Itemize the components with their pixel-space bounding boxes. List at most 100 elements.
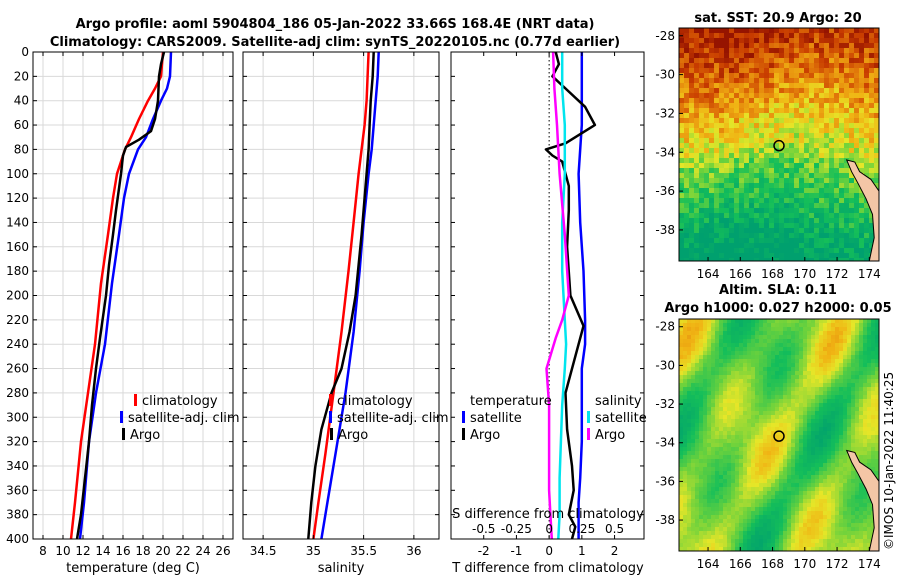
map-cell: [714, 133, 720, 139]
map-cell: [769, 158, 775, 164]
map-cell: [871, 391, 876, 396]
map-cell: [815, 471, 820, 476]
map-cell: [854, 93, 860, 99]
map-cell: [839, 379, 844, 384]
map-cell: [859, 253, 865, 259]
map-cell: [869, 53, 875, 59]
map-cell: [871, 431, 876, 436]
map-cell: [724, 103, 730, 109]
map-cell: [699, 173, 705, 179]
map-cell: [819, 483, 824, 488]
map-cell: [864, 218, 870, 224]
map-cell: [874, 58, 879, 64]
map-cell: [719, 343, 724, 348]
map-cell: [771, 463, 776, 468]
map-cell: [679, 168, 685, 174]
map-cell: [714, 218, 720, 224]
map-cell: [875, 339, 879, 344]
map-cell: [854, 188, 860, 194]
map-cell: [814, 238, 820, 244]
map-cell: [711, 403, 716, 408]
map-cell: [843, 431, 848, 436]
map-cell: [787, 447, 792, 452]
map-cell: [795, 339, 800, 344]
map-cell: [787, 327, 792, 332]
map-cell: [751, 495, 756, 500]
map-cell: [684, 243, 690, 249]
map-cell: [787, 323, 792, 328]
map-cell: [755, 359, 760, 364]
map-cell: [695, 471, 700, 476]
map-cell: [839, 359, 844, 364]
map-cell: [807, 423, 812, 428]
map-cell: [744, 143, 750, 149]
map-cell: [783, 535, 788, 540]
map-cell: [714, 128, 720, 134]
map-cell: [724, 203, 730, 209]
map-cell: [703, 423, 708, 428]
map-cell: [744, 103, 750, 109]
map-cell: [804, 108, 810, 114]
map-cell: [869, 158, 875, 164]
map-cell: [834, 118, 840, 124]
map-cell: [859, 491, 864, 496]
map-cell: [704, 168, 710, 174]
map-cell: [679, 198, 685, 204]
map-cell: [727, 471, 732, 476]
map-cell: [764, 223, 770, 229]
map-cell: [855, 331, 860, 336]
map-cell: [679, 507, 684, 512]
map-cell: [687, 407, 692, 412]
map-cell: [787, 423, 792, 428]
map-cell: [807, 471, 812, 476]
map-cell: [735, 359, 740, 364]
map-cell: [711, 415, 716, 420]
map-cell: [729, 178, 735, 184]
map-cell: [767, 351, 772, 356]
y-tick-label: 60: [14, 118, 29, 132]
map-cell: [795, 527, 800, 532]
map-cell: [799, 475, 804, 480]
map-cell: [715, 499, 720, 504]
map-cell: [711, 443, 716, 448]
map-cell: [714, 188, 720, 194]
map-cell: [787, 507, 792, 512]
map-cell: [824, 118, 830, 124]
map-cell: [795, 471, 800, 476]
map-cell: [687, 399, 692, 404]
map-cell: [829, 33, 835, 39]
legend-label-t-satellite: satellite: [470, 411, 522, 426]
map-cell: [719, 339, 724, 344]
map-cell: [774, 58, 780, 64]
map-cell: [824, 198, 830, 204]
map-cell: [747, 483, 752, 488]
map-cell: [719, 511, 724, 516]
map-cell: [869, 218, 875, 224]
map-cell: [809, 238, 815, 244]
map-cell: [754, 148, 760, 154]
map-cell: [751, 423, 756, 428]
map-cell: [864, 63, 870, 69]
map-cell: [709, 238, 715, 244]
map-cell: [824, 183, 830, 189]
map-cell: [779, 443, 784, 448]
map-cell: [875, 331, 879, 336]
map-cell: [719, 178, 725, 184]
map-cell: [819, 213, 825, 219]
map-cell: [743, 403, 748, 408]
map-cell: [743, 419, 748, 424]
map-cell: [871, 427, 876, 432]
map-cell: [839, 535, 844, 540]
map-cell: [875, 387, 879, 392]
x-tick-label: 22: [175, 544, 190, 558]
argo-location-marker: [773, 139, 785, 152]
map-cell: [823, 515, 828, 520]
map-cell: [775, 491, 780, 496]
map-cell: [783, 515, 788, 520]
map-cell: [831, 511, 836, 516]
map-cell: [691, 427, 696, 432]
map-cell: [847, 523, 852, 528]
map-cell: [703, 491, 708, 496]
map-cell: [835, 363, 840, 368]
map-cell: [834, 128, 840, 134]
